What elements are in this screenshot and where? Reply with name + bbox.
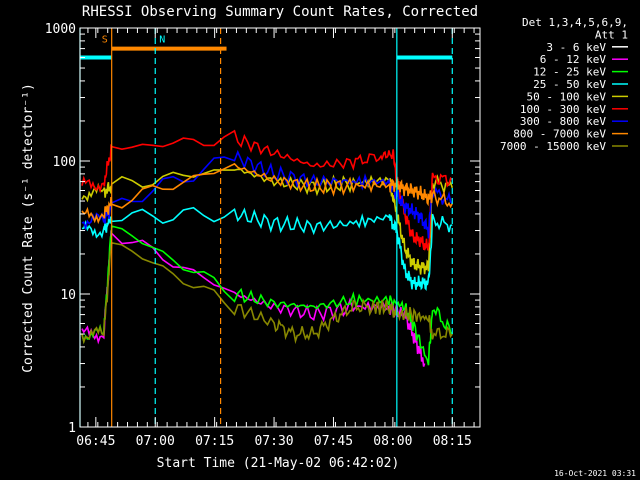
x-tick-label: 08:15 <box>433 434 472 449</box>
legend-header: Det 1,3,4,5,6,9, <box>522 16 628 29</box>
x-tick-label: 06:45 <box>76 434 115 449</box>
legend-entry-label: 100 - 300 keV <box>520 103 606 116</box>
series-line-100-300-kev <box>81 129 453 252</box>
legend-entry-label: 3 - 6 keV <box>546 41 606 54</box>
plot-frame <box>79 27 481 428</box>
legend-entry-label: 300 - 800 keV <box>520 115 606 128</box>
annotation-marker: S <box>102 35 108 46</box>
legend-entry-label: 800 - 7000 keV <box>513 128 606 141</box>
y-tick-label: 100 <box>53 155 76 170</box>
x-tick-label: 07:45 <box>314 434 353 449</box>
legend-entry-label: 25 - 50 keV <box>533 78 606 91</box>
series-line-25-50-kev <box>81 206 453 291</box>
x-axis-label: Start Time (21-May-02 06:42:02) <box>157 456 400 471</box>
series-line-300-800-kev <box>81 149 453 239</box>
legend-entry-label: 7000 - 15000 keV <box>500 140 606 153</box>
y-tick-label: 1000 <box>45 22 76 37</box>
chart-title: RHESSI Observing Summary Count Rates, Co… <box>82 4 478 20</box>
legend-entry-label: 6 - 12 keV <box>540 53 607 66</box>
x-tick-label: 08:00 <box>373 434 412 449</box>
legend-entry-label: 50 - 100 keV <box>527 90 607 103</box>
x-tick-label: 07:30 <box>254 434 293 449</box>
legend-header: Att 1 <box>595 28 628 41</box>
series-line-7000-15000-kev <box>81 241 453 345</box>
legend-entry-label: 12 - 25 keV <box>533 66 606 79</box>
series-line-800-7000-kev <box>81 162 454 225</box>
x-tick-label: 07:00 <box>136 434 175 449</box>
plot-timestamp: 16-Oct-2021 03:31 <box>554 469 636 478</box>
y-tick-label: 10 <box>60 288 76 303</box>
annotation-marker: N <box>159 35 165 46</box>
x-tick-label: 07:15 <box>195 434 234 449</box>
y-tick-label: 1 <box>68 421 76 436</box>
plot-area: S N 1 10 100 1000 06:45 07:00 07:15 07:30 07:45 08:… <box>45 22 481 449</box>
y-axis-label: Corrected Count Rate (s⁻¹ detector⁻¹) <box>21 83 36 373</box>
